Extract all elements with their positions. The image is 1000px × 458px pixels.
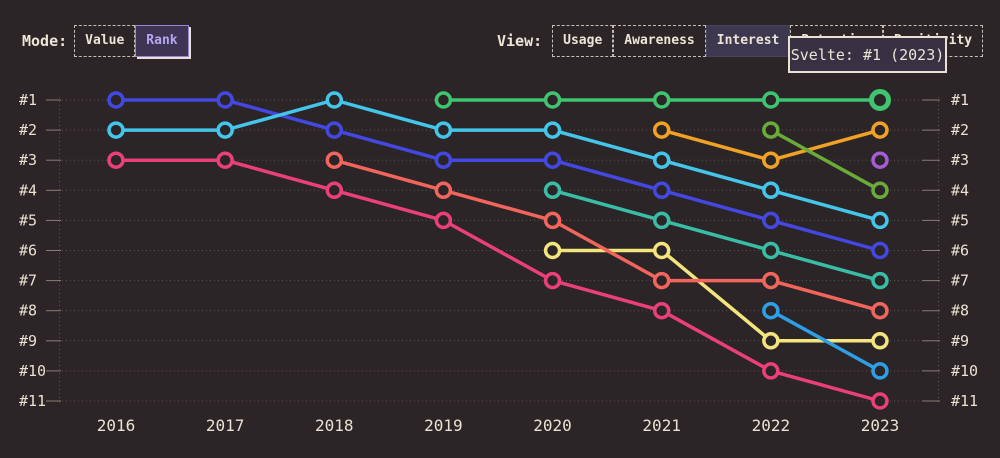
- right-rank-label: #10: [951, 362, 978, 380]
- data-point-series-sky-2022[interactable]: [762, 301, 780, 320]
- left-rank-label: #6: [19, 242, 37, 260]
- data-point-series-olive-2023[interactable]: [871, 181, 889, 200]
- series-line-series-salmon: [332, 158, 882, 313]
- right-rank-label: #9: [951, 332, 969, 350]
- data-point-series-blue-2021[interactable]: [652, 181, 671, 200]
- year-label-2017: 2017: [206, 416, 245, 435]
- right-rank-label: #6: [951, 242, 969, 260]
- data-point-series-pink-2020[interactable]: [543, 271, 562, 290]
- hover-tooltip: Svelte: #1 (2023): [788, 36, 947, 73]
- mode-option-value[interactable]: Value: [74, 25, 136, 57]
- data-point-series-salmon-2021[interactable]: [652, 271, 671, 290]
- data-point-series-pink-2016[interactable]: [107, 151, 125, 169]
- data-point-series-amber-2022[interactable]: [762, 151, 780, 169]
- view-option-awareness[interactable]: Awareness: [613, 25, 706, 57]
- data-point-series-salmon-2020[interactable]: [543, 211, 562, 230]
- right-rank-label: #8: [951, 302, 969, 320]
- data-point-series-salmon-2023[interactable]: [871, 301, 889, 320]
- data-point-series-cyan-2019[interactable]: [434, 121, 453, 139]
- data-point-series-yellow-2020[interactable]: [543, 241, 562, 260]
- data-point-series-cyan-2018[interactable]: [325, 91, 344, 109]
- data-point-series-amber-2021[interactable]: [652, 121, 671, 139]
- data-point-series-cyan-2017[interactable]: [216, 121, 234, 139]
- data-point-series-teal-2021[interactable]: [652, 211, 671, 230]
- data-point-series-olive-2022[interactable]: [762, 121, 780, 139]
- mode-option-rank[interactable]: Rank: [135, 25, 189, 57]
- year-label-2018: 2018: [315, 416, 354, 435]
- data-point-series-blue-2016[interactable]: [107, 91, 125, 109]
- left-rank-label: #2: [19, 121, 37, 139]
- data-point-series-blue-2020[interactable]: [543, 151, 562, 169]
- data-point-series-cyan-2021[interactable]: [652, 151, 671, 169]
- year-label-2021: 2021: [642, 416, 681, 435]
- data-point-series-teal-2023[interactable]: [871, 271, 889, 290]
- series-line-series-pink: [114, 158, 882, 403]
- mode-label: Mode:: [22, 32, 68, 50]
- data-point-svelte-2019[interactable]: [434, 91, 453, 109]
- left-rank-label: #8: [19, 302, 37, 320]
- data-point-series-blue-2023[interactable]: [871, 241, 889, 260]
- data-point-series-salmon-2022[interactable]: [762, 271, 780, 290]
- data-point-series-cyan-2023[interactable]: [871, 211, 889, 230]
- view-label: View:: [497, 32, 543, 50]
- left-rank-label: #9: [19, 332, 37, 350]
- left-rank-label: #4: [19, 181, 37, 199]
- data-point-series-blue-2022[interactable]: [762, 211, 780, 230]
- data-point-series-cyan-2016[interactable]: [107, 121, 125, 139]
- mode-button-row: Value Rank: [74, 25, 189, 57]
- left-rank-label: #5: [19, 211, 37, 229]
- data-point-series-teal-2022[interactable]: [762, 241, 780, 260]
- data-point-series-blue-2019[interactable]: [434, 151, 453, 169]
- year-label-2016: 2016: [97, 416, 136, 435]
- data-point-series-teal-2020[interactable]: [543, 181, 562, 200]
- series-line-series-olive: [769, 128, 882, 193]
- right-rank-label: #2: [951, 121, 969, 139]
- data-point-series-cyan-2022[interactable]: [762, 181, 780, 200]
- data-point-series-salmon-2018[interactable]: [325, 151, 344, 169]
- data-point-series-blue-2017[interactable]: [216, 91, 234, 109]
- year-label-2020: 2020: [533, 416, 572, 435]
- highlighted-data-point-svelte-2023[interactable]: [868, 89, 891, 111]
- year-label-2022: 2022: [752, 416, 791, 435]
- left-rank-label: #11: [19, 392, 46, 410]
- right-rank-label: #11: [951, 392, 978, 410]
- data-point-svelte-2020[interactable]: [543, 91, 562, 109]
- data-point-series-pink-2017[interactable]: [216, 151, 234, 169]
- year-label-2023: 2023: [861, 416, 900, 435]
- mode-control-group: Mode: Value Rank: [22, 25, 189, 57]
- data-point-series-amber-2023[interactable]: [871, 121, 889, 139]
- data-point-series-sky-2023[interactable]: [871, 362, 889, 380]
- series-line-series-blue: [114, 98, 882, 253]
- series-line-series-teal: [550, 188, 882, 283]
- left-rank-label: #10: [19, 362, 46, 380]
- data-point-series-yellow-2023[interactable]: [871, 332, 889, 350]
- data-point-svelte-2022[interactable]: [762, 91, 780, 109]
- data-point-series-salmon-2019[interactable]: [434, 181, 453, 200]
- series-line-series-sky: [769, 308, 882, 373]
- view-option-usage[interactable]: Usage: [552, 25, 614, 57]
- right-rank-label: #1: [951, 91, 969, 109]
- data-point-series-purple-2023[interactable]: [871, 151, 889, 169]
- data-point-series-pink-2023[interactable]: [871, 392, 889, 410]
- series-line-series-cyan: [114, 98, 882, 223]
- left-rank-label: #3: [19, 151, 37, 169]
- right-rank-label: #7: [951, 272, 969, 290]
- left-rank-label: #7: [19, 272, 37, 290]
- data-point-series-pink-2018[interactable]: [325, 181, 344, 200]
- data-point-series-pink-2019[interactable]: [434, 211, 453, 230]
- right-rank-label: #3: [951, 151, 969, 169]
- data-point-series-blue-2018[interactable]: [325, 121, 344, 139]
- right-rank-label: #4: [951, 181, 969, 199]
- data-point-svelte-2021[interactable]: [652, 91, 671, 109]
- data-point-series-pink-2021[interactable]: [652, 301, 671, 320]
- year-label-2019: 2019: [424, 416, 463, 435]
- right-rank-label: #5: [951, 211, 969, 229]
- left-rank-label: #1: [19, 91, 37, 109]
- data-point-series-pink-2022[interactable]: [762, 362, 780, 380]
- data-point-series-cyan-2020[interactable]: [543, 121, 562, 139]
- data-point-series-yellow-2022[interactable]: [762, 332, 780, 350]
- data-point-series-yellow-2021[interactable]: [652, 241, 671, 260]
